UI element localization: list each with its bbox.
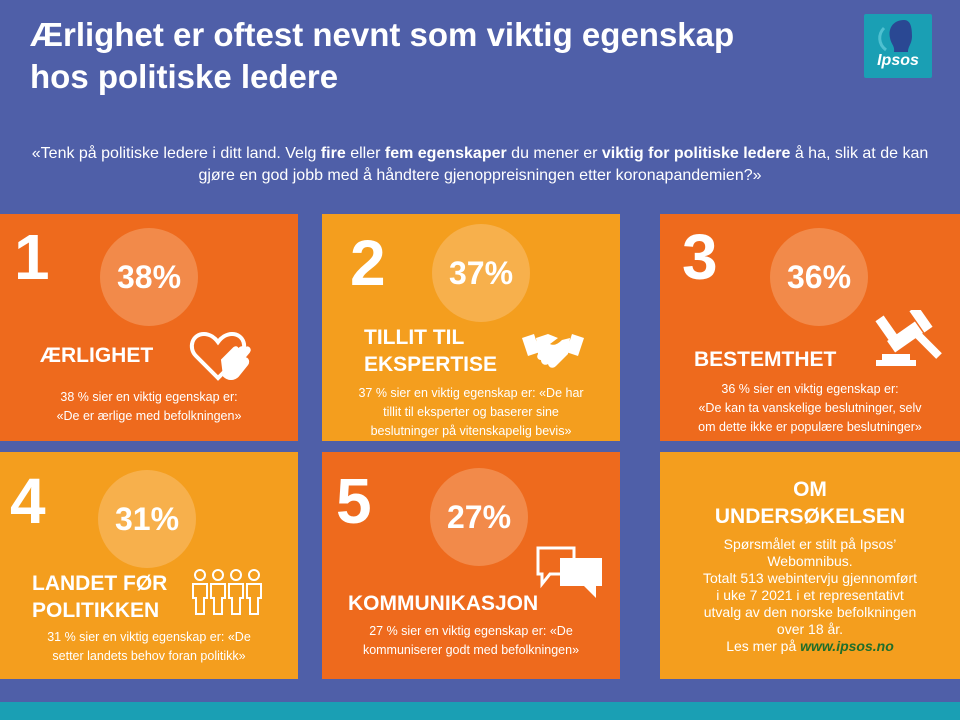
card-label: KOMMUNIKASJON <box>348 592 539 615</box>
percent-circle: 27% <box>430 468 528 566</box>
about-survey-card: OM UNDERSØKELSEN Spørsmålet er stilt på … <box>660 452 960 679</box>
card-description: 36 % sier en viktig egenskap er: «De kan… <box>698 382 922 434</box>
rank-number: 1 <box>14 221 50 293</box>
card-label: LANDET FØR POLITIKKEN <box>32 572 168 622</box>
rank-number: 4 <box>10 465 46 537</box>
card-description: 38 % sier en viktig egenskap er: «De er … <box>56 390 242 423</box>
people-icon <box>192 569 262 615</box>
title-line-2: hos politiske ledere <box>30 58 339 95</box>
percent-circle: 31% <box>98 470 196 568</box>
rank-number: 3 <box>682 221 718 293</box>
logo-wordmark: Ipsos <box>877 52 919 69</box>
footer-bar <box>0 702 960 720</box>
page-title: Ærlighet er oftest nevnt som viktig egen… <box>30 14 850 98</box>
card-description: 27 % sier en viktig egenskap er: «De kom… <box>362 624 580 657</box>
about-title: OM UNDERSØKELSEN <box>714 478 906 528</box>
card-4-landet-for-politikken: 4 31% LANDET FØR POLITIKKEN 31 % sier en… <box>0 452 298 679</box>
percent-circle: 37% <box>432 224 530 322</box>
card-label: BESTEMTHET <box>694 348 837 371</box>
percent-circle: 38% <box>100 228 198 326</box>
card-2-tillit-til-ekspertise: 2 37% TILLIT TIL EKSPERTISE 37 % sier en… <box>322 214 620 441</box>
gavel-icon <box>875 310 942 366</box>
title-line-1: Ærlighet er oftest nevnt som viktig egen… <box>30 16 735 53</box>
percent-circle: 36% <box>770 228 868 326</box>
logo-profile-icon <box>878 20 912 52</box>
survey-question: «Tenk på politiske ledere i ditt land. V… <box>31 145 929 184</box>
card-description: 31 % sier en viktig egenskap er: «De set… <box>47 630 251 663</box>
chat-bubbles-icon <box>536 546 602 598</box>
card-1-aerlighet: 1 38% ÆRLIGHET 38 % sier en viktig egens… <box>0 214 298 441</box>
ipsos-website-link[interactable]: www.ipsos.no <box>800 638 894 654</box>
card-5-kommunikasjon: 5 27% KOMMUNIKASJON 27 % sier en viktig … <box>322 452 620 679</box>
rank-number: 2 <box>350 227 386 299</box>
handshake-icon <box>522 334 584 368</box>
card-label: ÆRLIGHET <box>40 344 154 367</box>
about-body: Spørsmålet er stilt på Ipsos’ Webomnibus… <box>703 536 917 654</box>
rank-number: 5 <box>336 465 372 537</box>
heart-hand-icon <box>189 331 251 381</box>
ipsos-logo: Ipsos <box>864 14 932 78</box>
card-label: TILLIT TIL EKSPERTISE <box>364 326 498 376</box>
card-3-bestemthet: 3 36% BESTEMTHET 36 % sier en viktig ege… <box>660 214 960 441</box>
card-description: 37 % sier en viktig egenskap er: «De har… <box>358 386 584 438</box>
